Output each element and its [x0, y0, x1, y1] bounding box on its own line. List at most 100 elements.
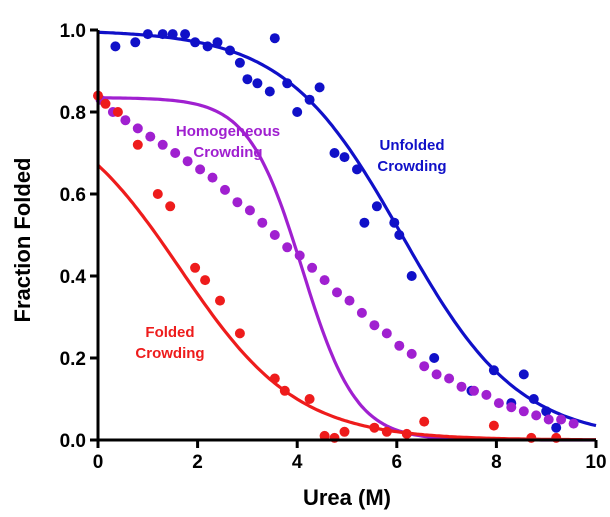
- data-point: [269, 373, 280, 384]
- data-point: [394, 230, 405, 240]
- data-point: [279, 385, 290, 396]
- data-point: [170, 148, 181, 158]
- data-point: [220, 184, 230, 195]
- data-point: [556, 414, 567, 425]
- data-point: [401, 428, 412, 439]
- series-label: Homogeneous: [176, 123, 280, 140]
- data-point: [165, 201, 176, 212]
- data-point: [269, 33, 280, 44]
- data-point: [190, 37, 201, 48]
- data-point: [132, 123, 143, 134]
- data-point: [269, 230, 280, 240]
- axes: [96, 30, 596, 442]
- x-tick-label: 2: [192, 452, 203, 473]
- data-point: [304, 94, 315, 105]
- data-point: [200, 275, 211, 286]
- data-point: [282, 242, 293, 253]
- data-point: [242, 74, 253, 85]
- data-point: [339, 152, 350, 163]
- data-point: [389, 217, 400, 228]
- axis-ticks: 0 2 4 6 8 10 0.0 0.2 0.4 0.6 0.8 1.0: [60, 21, 607, 473]
- data-point: [145, 131, 156, 142]
- data-point: [294, 250, 305, 261]
- data-point: [344, 295, 355, 306]
- data-point: [431, 369, 442, 380]
- data-point: [182, 156, 193, 167]
- x-axis-title: Urea (M): [303, 485, 391, 510]
- data-point: [369, 422, 380, 433]
- data-point: [531, 410, 542, 421]
- y-tick-label: 0.2: [60, 349, 86, 370]
- data-point: [110, 41, 121, 52]
- y-tick-label: 0.6: [60, 185, 86, 206]
- data-point: [356, 307, 367, 318]
- data-point: [528, 394, 539, 404]
- data-point: [369, 320, 380, 331]
- x-tick-label: 8: [491, 452, 502, 473]
- data-point: [419, 361, 430, 372]
- data-point: [207, 172, 218, 183]
- data-point: [381, 328, 392, 339]
- data-point: [282, 78, 293, 89]
- y-tick-label: 0.4: [60, 267, 87, 288]
- data-point: [257, 217, 268, 228]
- data-point: [195, 164, 206, 175]
- data-point: [215, 295, 225, 306]
- data-point: [339, 426, 350, 437]
- y-tick-label: 1.0: [60, 21, 86, 42]
- x-tick-label: 4: [292, 452, 303, 473]
- data-point: [329, 148, 340, 158]
- data-point: [381, 426, 392, 437]
- series-label: Crowding: [377, 158, 446, 175]
- data-point: [234, 57, 245, 68]
- data-point: [419, 416, 430, 427]
- y-tick-label: 0.8: [60, 103, 86, 124]
- data-points: [93, 29, 579, 443]
- data-point: [225, 45, 235, 56]
- data-point: [506, 402, 517, 413]
- series-label: Crowding: [193, 144, 262, 161]
- data-point: [307, 262, 318, 273]
- data-point: [541, 406, 552, 417]
- data-point: [304, 394, 315, 404]
- data-point: [394, 340, 405, 351]
- data-point: [152, 189, 163, 199]
- data-point: [180, 29, 191, 40]
- data-point: [332, 287, 342, 298]
- data-point: [202, 41, 213, 52]
- series-labels: Unfolded Crowding Homogeneous Crowding Folde…: [135, 123, 446, 362]
- series-label: Folded: [145, 324, 194, 341]
- data-point: [132, 139, 143, 150]
- fit-curves: [96, 30, 597, 442]
- data-point: [157, 29, 168, 40]
- data-point: [481, 389, 492, 400]
- data-point: [130, 37, 141, 48]
- data-point: [190, 262, 201, 273]
- data-point: [100, 98, 111, 109]
- data-point: [429, 353, 440, 363]
- y-axis-title: Fraction Folded: [10, 158, 35, 323]
- data-point: [232, 197, 243, 208]
- data-point: [292, 107, 303, 117]
- data-point: [264, 86, 275, 97]
- data-point: [493, 398, 504, 409]
- data-point: [551, 422, 562, 433]
- data-point: [406, 348, 417, 359]
- x-tick-label: 10: [585, 452, 606, 473]
- data-point: [488, 420, 499, 431]
- data-point: [406, 271, 417, 281]
- data-point: [319, 430, 330, 441]
- data-point: [234, 328, 245, 339]
- data-point: [244, 205, 255, 216]
- series-label: Crowding: [135, 345, 204, 362]
- y-tick-label: 0.0: [60, 431, 86, 452]
- x-tick-label: 6: [392, 452, 403, 473]
- fit-curve-0: [97, 30, 597, 428]
- data-point: [444, 373, 455, 384]
- data-point: [167, 29, 178, 40]
- data-point: [112, 107, 123, 117]
- data-point: [518, 406, 529, 417]
- data-point: [142, 29, 153, 40]
